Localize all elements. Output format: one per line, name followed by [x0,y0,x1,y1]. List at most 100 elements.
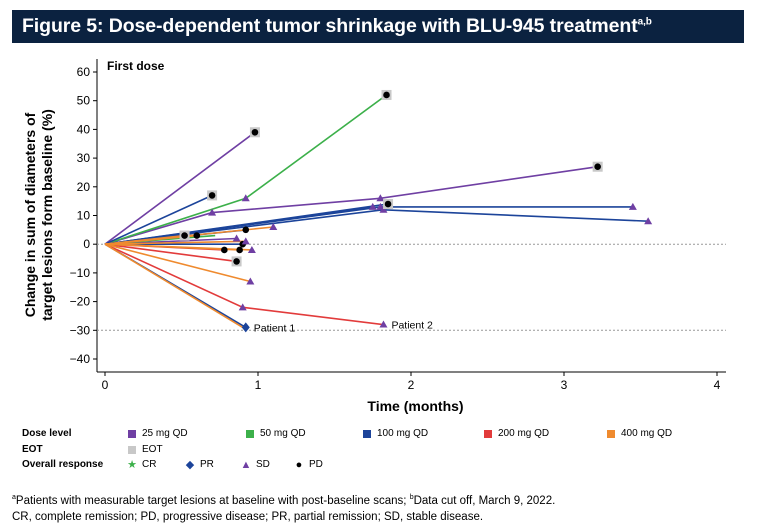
sd-marker [379,320,388,328]
star-icon: ★ [127,458,137,471]
x-tick-label: 4 [714,378,721,392]
y-axis-label-line-1: Change in sum of diameters of [22,112,38,317]
y-tick-label: 0 [83,237,90,251]
legend-item-400mg: 400 mg QD [607,428,672,439]
y-tick-label: 60 [77,65,91,79]
series-line [104,131,256,245]
y-tick-label: −40 [70,352,91,366]
series-line [104,203,389,245]
series-line [104,243,237,263]
legend-text-100mg: 100 mg QD [377,428,429,439]
footnote-line-2: CR, complete remission; PD, progressive … [12,510,484,523]
y-tick-label: 20 [77,180,91,194]
legend-text-sd: SD [256,459,270,470]
y-tick-label: 10 [77,209,91,223]
x-tick-label: 3 [561,378,568,392]
panel-label: First dose [107,59,165,73]
y-tick-label: 50 [77,94,91,108]
y-tick-label: 30 [77,151,91,165]
legend-item-200mg: 200 mg QD [484,428,549,439]
y-tick-label: 40 [77,122,91,136]
pd-marker [181,232,188,239]
sd-marker [379,205,388,213]
legend-swatch-25mg [128,429,136,438]
legend-item-pr: ◆ PR [184,459,214,470]
diamond-icon: ◆ [185,458,195,471]
y-tick-label: −10 [70,266,91,280]
x-tick-label: 1 [255,378,262,392]
series-line [104,243,244,329]
legend-response-label: Overall response [22,459,104,470]
series-line [104,94,387,245]
legend-dose-label: Dose level [22,428,72,439]
legend-row-response: Overall response ★ CR ◆ PR ▲ SD ● PD [22,459,742,473]
pd-marker [384,200,392,208]
pd-marker [236,246,243,254]
sd-marker [628,202,637,210]
pd-marker [233,258,240,265]
triangle-icon: ▲ [240,458,252,471]
footnote: aPatients with measurable target lesions… [12,490,555,525]
footnote-sup-a: a [12,494,16,501]
legend-text-25mg: 25 mg QD [142,428,188,439]
figure-title-superscript: a,b [637,16,652,28]
series-line [104,243,384,326]
y-axis-label-line-2: target lesions form baseline (%) [39,109,55,321]
pd-marker [208,192,216,199]
sd-marker [208,208,217,216]
legend-swatch-eot [128,445,136,454]
legend-item-eot: EOT [128,444,163,455]
legend-text-200mg: 200 mg QD [498,428,550,439]
legend-text-400mg: 400 mg QD [621,428,673,439]
series-line [104,240,246,245]
y-tick-label: −30 [70,323,91,337]
pd-marker [242,226,250,234]
series-line [104,165,598,245]
series-line [104,243,240,251]
patient-label: Patient 2 [391,320,433,332]
patient-label: Patient 1 [254,322,296,334]
legend-swatch-50mg [246,429,254,438]
legend-text-pd: PD [309,459,323,470]
legend-item-25mg: 25 mg QD [128,428,188,439]
legend-item-cr: ★ CR [126,459,156,470]
legend-item-pd: ● PD [293,459,323,470]
sd-marker [247,245,256,253]
series-line [104,194,213,245]
legend-text-pr: PR [200,459,214,470]
sd-marker [232,234,241,242]
legend-swatch-400mg [607,429,615,438]
legend-text-eot: EOT [142,444,163,455]
x-axis-label: Time (months) [367,398,463,414]
legend: Dose level 25 mg QD 50 mg QD 100 mg QD 2… [22,428,742,476]
legend-eot-label: EOT [22,444,43,455]
sd-marker [241,237,250,245]
series-line [104,243,251,283]
sd-marker [376,194,385,202]
footnote-text-1a: Patients with measurable target lesions … [15,494,410,507]
legend-item-50mg: 50 mg QD [246,428,306,439]
pr-marker [241,322,250,333]
sd-marker [246,277,255,285]
footnote-text-1b: Data cut off, March 9, 2022. [413,494,556,507]
sd-marker [368,202,377,210]
y-tick-label: −20 [70,295,91,309]
x-tick-label: 0 [102,378,109,392]
legend-swatch-100mg [363,429,371,438]
pd-marker [383,91,390,99]
pd-marker [193,232,201,239]
legend-item-100mg: 100 mg QD [363,428,428,439]
pd-marker [251,128,259,136]
sd-marker [241,194,250,202]
legend-text-cr: CR [142,459,157,470]
sd-marker [238,303,247,311]
figure-title: Figure 5: Dose-dependent tumor shrinkage… [22,15,652,38]
circle-icon: ● [295,458,303,471]
pd-marker [594,163,601,171]
pd-marker [221,246,228,254]
sd-marker [269,222,278,230]
figure-title-bar: Figure 5: Dose-dependent tumor shrinkage… [12,10,744,43]
legend-item-sd: ▲ SD [240,459,270,470]
legend-row-dose: Dose level 25 mg QD 50 mg QD 100 mg QD 2… [22,428,742,442]
legend-row-eot: EOT EOT [22,444,742,458]
